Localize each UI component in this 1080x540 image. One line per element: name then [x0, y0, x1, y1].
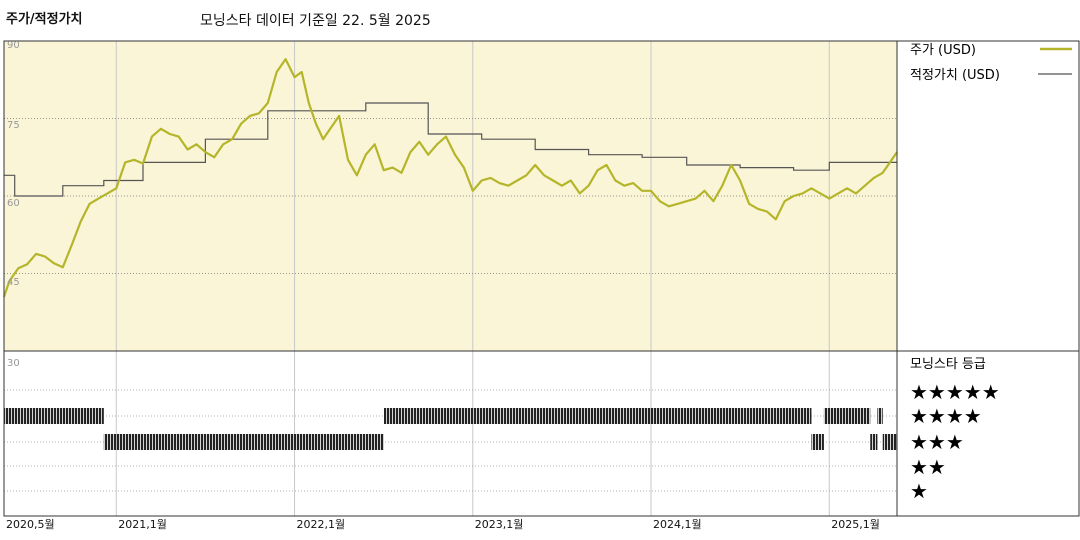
rating-bar-4-stars	[823, 408, 871, 424]
rating-4-stars: ★★★★	[910, 404, 982, 428]
y-axis-ticks: 90 75 60 45 30	[7, 40, 20, 369]
fair-value-line	[4, 102, 897, 197]
rating-bar-4-stars	[383, 408, 812, 424]
rating-bars	[4, 408, 897, 450]
y-tick-label: 30	[7, 358, 20, 369]
rating-panel-title: 모닝스타 등급	[910, 357, 986, 372]
x-tick-label: 2020,5월	[6, 518, 55, 531]
x-tick-label: 2025,1월	[831, 518, 880, 531]
x-tick-label: 2024,1월	[653, 518, 702, 531]
legend-fair-label: 적정가치 (USD)	[910, 68, 1000, 83]
chart-title: 주가/적정가치	[6, 12, 83, 27]
y-tick-label: 75	[7, 120, 20, 131]
rating-bar-4-stars	[4, 408, 104, 424]
data-date-subtitle: 모닝스타 데이터 기준일 22. 5월 2025	[200, 13, 431, 29]
rating-bar-3-stars	[882, 434, 897, 450]
y-tick-label: 45	[7, 277, 20, 288]
rating-bar-3-stars	[870, 434, 878, 450]
x-tick-label: 2022,1월	[297, 518, 346, 531]
price-line	[2, 58, 898, 298]
rating-bar-4-stars	[877, 408, 883, 424]
x-tick-label: 2021,1월	[118, 518, 167, 531]
rating-5-stars: ★★★★★	[910, 380, 1000, 404]
rating-bar-3-stars	[811, 434, 824, 450]
rating-bar-3-stars	[103, 434, 384, 450]
rating-3-stars: ★★★	[910, 430, 964, 454]
chart-frame	[3, 40, 1080, 517]
rating-1-star: ★	[910, 479, 928, 503]
y-tick-label: 90	[7, 40, 20, 51]
x-axis-ticks: 2020,5월 2021,1월 2022,1월 2023,1월 2024,1월 2025,…	[6, 518, 880, 531]
legend-price-label: 주가 (USD)	[910, 43, 976, 58]
rating-2-stars: ★★	[910, 455, 946, 479]
x-tick-label: 2023,1월	[475, 518, 524, 531]
y-tick-label: 60	[7, 198, 20, 209]
